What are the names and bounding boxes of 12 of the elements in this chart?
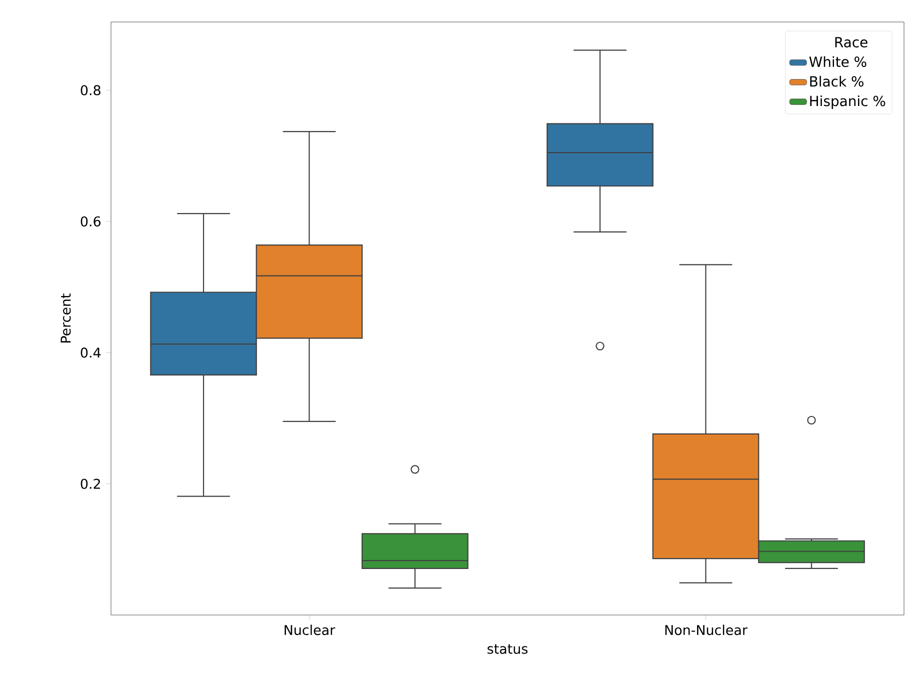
legend-label: Hispanic %: [810, 95, 886, 109]
legend-title: Race: [835, 37, 868, 48]
y-tick-label: 0.8: [80, 85, 100, 96]
y-tick-label: 0.2: [80, 478, 100, 489]
x-tick-label: Nuclear: [284, 624, 336, 636]
y-tick-label: 0.6: [80, 216, 100, 226]
y-axis-title: Percent: [60, 294, 71, 342]
x-tick-label: Non-Nuclear: [665, 624, 748, 636]
y-tick-label: 0.4: [80, 348, 101, 358]
legend-label: White %: [809, 56, 866, 68]
x-axis-title: status: [488, 644, 528, 654]
legend-label: Black %: [810, 76, 864, 87]
